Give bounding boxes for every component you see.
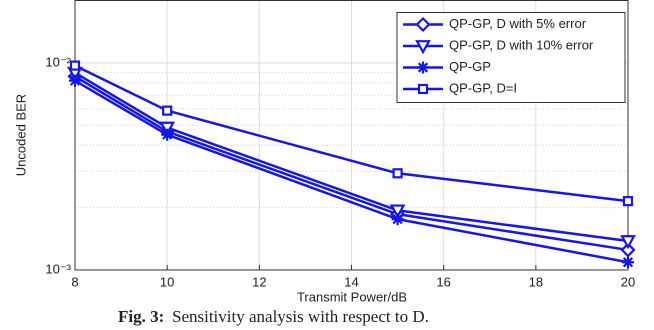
- marker: [69, 74, 81, 87]
- legend-box: [396, 12, 626, 103]
- y-tick-label: 10⁻²: [45, 54, 71, 69]
- legend-label: QP-GP, D with 10% error: [449, 37, 594, 52]
- marker: [69, 60, 81, 71]
- series-line: [74, 75, 629, 252]
- series-line: [74, 64, 629, 203]
- marker: [620, 235, 636, 250]
- plot-frame: [74, 0, 629, 271]
- series-line: [74, 71, 629, 243]
- x-axis-label: Transmit Power/dB: [297, 289, 407, 304]
- series-line: [74, 79, 629, 264]
- x-tick-label: 10: [160, 274, 174, 289]
- x-tick-label: 20: [621, 274, 635, 289]
- marker: [161, 128, 174, 141]
- y-tick-label: 10⁻³: [45, 261, 71, 276]
- y-axis-label: Uncoded BER: [13, 94, 28, 176]
- marker: [620, 242, 636, 258]
- marker: [415, 40, 431, 55]
- legend-label: QP-GP, D=I: [449, 80, 517, 95]
- x-tick-label: 18: [529, 274, 543, 289]
- legend: QP-GP, D with 5% error QP-GP, D with 10% …: [396, 12, 626, 103]
- marker: [417, 83, 429, 95]
- caption-text: Sensitivity analysis with respect to D.: [172, 307, 429, 326]
- legend-label: QP-GP, D with 5% error: [449, 16, 587, 31]
- marker: [391, 213, 404, 226]
- marker: [622, 196, 634, 207]
- marker: [159, 121, 176, 136]
- caption-label: Fig. 3:: [118, 307, 164, 326]
- x-tick-label: 16: [436, 274, 450, 289]
- marker: [415, 16, 431, 33]
- marker: [392, 168, 403, 179]
- marker: [162, 105, 173, 116]
- x-tick-label: 14: [344, 274, 358, 289]
- legend-label: QP-GP: [449, 59, 491, 74]
- x-tick-label: 8: [71, 274, 78, 289]
- marker: [622, 256, 634, 269]
- marker: [417, 61, 429, 74]
- marker: [389, 204, 406, 219]
- x-tick-label: 12: [252, 274, 266, 289]
